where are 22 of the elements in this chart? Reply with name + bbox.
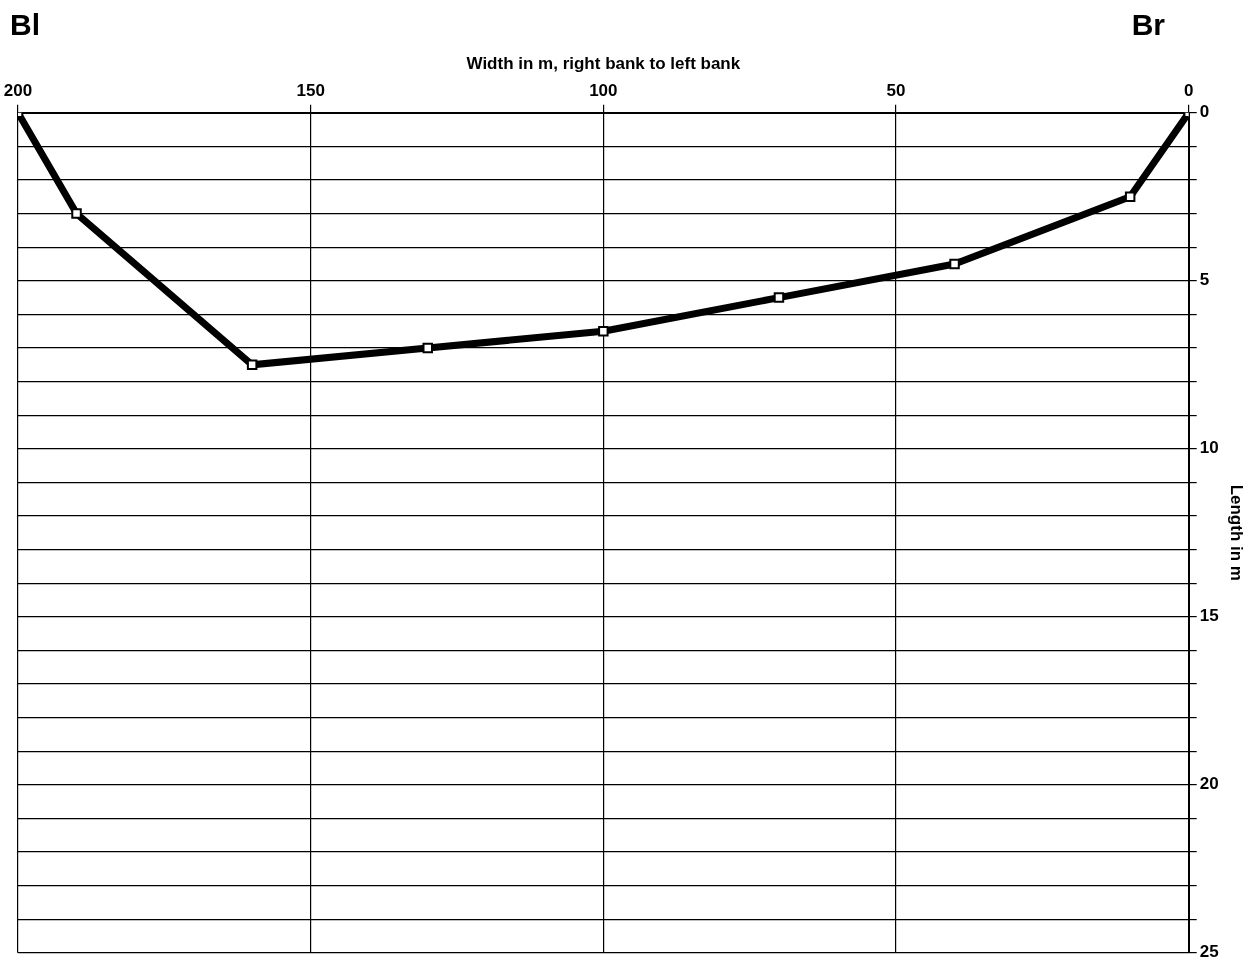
point [949, 258, 960, 270]
point [773, 292, 785, 303]
y-axis-title: Length in m [1227, 484, 1247, 581]
point [598, 325, 609, 337]
x-tick-label: 150 [296, 81, 325, 101]
text: Br [1131, 8, 1165, 42]
y-tick-label: 20 [1199, 774, 1219, 794]
x-tick-label: 100 [589, 81, 618, 101]
text: Bl [10, 8, 40, 42]
y-tick-label: 10 [1199, 438, 1219, 458]
x-tick-label: 0 [1183, 81, 1194, 101]
x-axis-title: Width in m, right bank to left bank [466, 53, 741, 73]
y-tick-label: 5 [1199, 270, 1210, 290]
y-tick-label: 0 [1199, 102, 1210, 122]
point [1124, 191, 1136, 203]
y-tick-label: 25 [1199, 942, 1219, 962]
x-tick-label: 200 [3, 81, 33, 101]
x-tick-label: 50 [886, 81, 906, 101]
y-tick-label: 15 [1199, 606, 1219, 626]
point [71, 208, 82, 219]
point [246, 359, 258, 371]
point [422, 342, 433, 354]
